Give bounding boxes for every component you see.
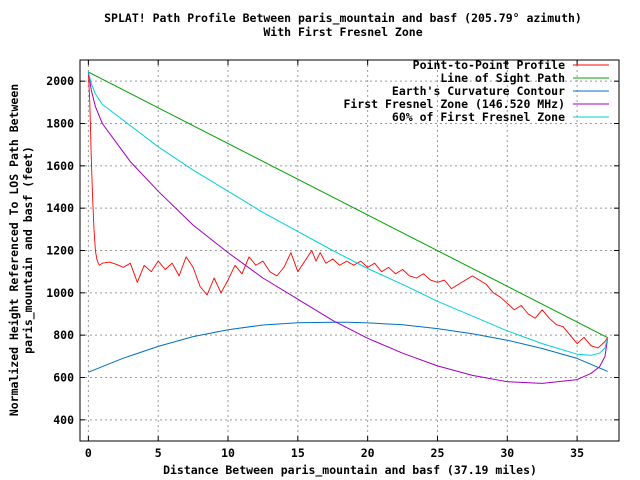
series-line-point-to-point-profile (87, 72, 609, 349)
y-tick-label: 2000 (46, 74, 74, 88)
legend-entry-label: Earth's Curvature Contour (392, 84, 565, 98)
series-line-first-fresnel-zone-146-520-mhz (87, 72, 609, 384)
legend-entry-label: 60% of First Fresnel Zone (392, 110, 565, 124)
y-tick-label: 1800 (46, 117, 74, 131)
series-line-line-of-sight-path (88, 71, 608, 339)
x-tick-label: 35 (570, 446, 584, 460)
y-axis-label-line2: paris_mountain and basf (feet) (21, 146, 36, 354)
chart-title: SPLAT! Path Profile Between paris_mounta… (104, 11, 582, 26)
y-tick-label: 800 (53, 328, 74, 342)
legend-entry-label: Point-to-Point Profile (413, 58, 565, 72)
legend-entry-label: First Fresnel Zone (146.520 MHz) (343, 97, 565, 111)
y-tick-label: 400 (53, 413, 74, 427)
x-axis-label: Distance Between paris_mountain and basf… (163, 463, 537, 478)
x-tick-label: 15 (291, 446, 305, 460)
tick-layer: 0 5 10 15 20 25 30 35 400 600 800 1000 1200 1400 1600 1… (46, 60, 619, 460)
series-layer (87, 71, 609, 384)
legend-entry-label: Line of Sight Path (440, 71, 565, 85)
x-tick-label: 10 (221, 446, 235, 460)
x-tick-label: 25 (431, 446, 445, 460)
y-tick-label: 1200 (46, 244, 74, 258)
x-tick-label: 20 (361, 446, 375, 460)
chart-subtitle: With First Fresnel Zone (263, 25, 422, 39)
x-tick-label: 0 (85, 446, 92, 460)
x-tick-label: 5 (155, 446, 162, 460)
series-line-60-of-first-fresnel-zone (87, 71, 609, 356)
series-line-earth-s-curvature-contour (88, 321, 608, 373)
y-tick-label: 600 (53, 371, 74, 385)
y-tick-label: 1600 (46, 159, 74, 173)
y-tick-label: 1000 (46, 286, 74, 300)
x-tick-label: 30 (500, 446, 514, 460)
y-tick-label: 1400 (46, 201, 74, 215)
y-axis-label-line1: Normalized Height Referenced To LOS Path… (7, 84, 21, 416)
